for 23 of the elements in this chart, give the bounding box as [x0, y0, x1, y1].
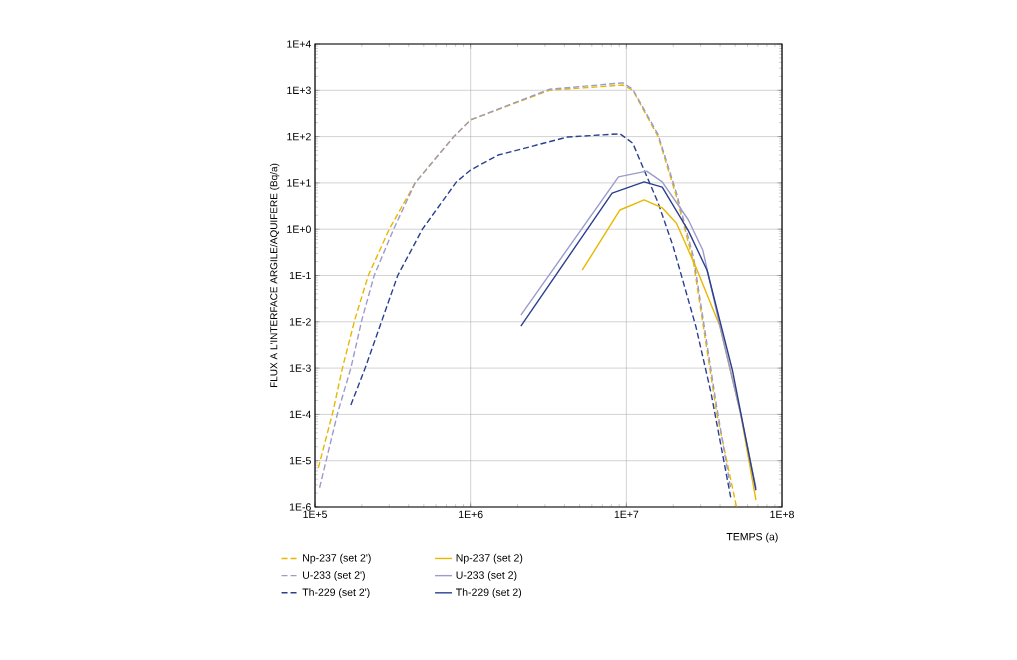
y-tick-label: 1E-6: [289, 503, 311, 511]
y-tick-label: 1E+1: [287, 179, 311, 187]
legend-label: Np-237 (set 2): [456, 553, 523, 564]
y-tick-label: 1E-2: [289, 318, 311, 326]
y-tick-label: 1E-4: [289, 410, 311, 419]
y-tick-label: 1E+4: [287, 40, 311, 48]
legend-label: U-233 (set 2'): [303, 571, 365, 581]
y-tick-label: 1E-1: [289, 271, 311, 280]
x-tick-label: 1E+5: [303, 510, 327, 519]
y-tick-label: 1E+0: [287, 225, 311, 233]
y-tick-label: 1E-5: [289, 457, 311, 465]
x-tick-label: 1E+8: [770, 510, 794, 519]
x-tick-label: 1E+7: [614, 510, 639, 518]
legend-label: Np-237 (set 2'): [303, 553, 371, 564]
x-axis-title: TEMPS (a): [726, 532, 778, 543]
y-tick-label: 1E-3: [289, 364, 311, 372]
legend-label: Th-229 (set 2'): [302, 588, 370, 599]
y-tick-label: 1E+2: [287, 132, 311, 141]
x-tick-label: 1E+6: [459, 510, 483, 519]
legend-label: Th-229 (set 2): [456, 588, 522, 599]
y-axis-title: FLUX A L'INTERFACE ARGILE/AQUIFERE (Bq/a): [269, 163, 280, 388]
legend-label: U-233 (set 2): [456, 571, 517, 581]
y-tick-label: 1E+3: [287, 86, 311, 95]
